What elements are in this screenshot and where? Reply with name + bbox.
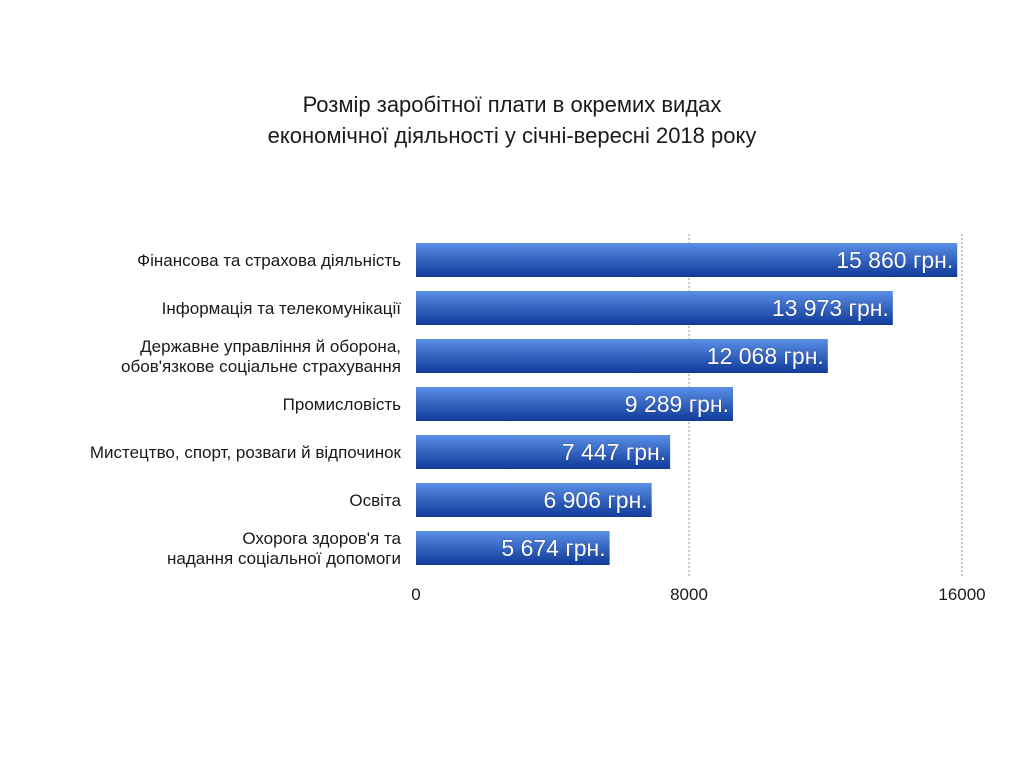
- category-label-2-line-0: Державне управління й оборона,: [140, 337, 401, 356]
- bar-value-label-4: 7 447 грн.: [562, 439, 666, 465]
- bar-3: [416, 387, 733, 421]
- category-label-6-line-0: Охорога здоров'я та: [242, 529, 401, 548]
- bar-4: [416, 435, 671, 469]
- bar-value-label-0: 15 860 грн.: [836, 247, 953, 273]
- bar-1: [416, 291, 893, 325]
- category-label-3: Промисловість: [283, 395, 401, 414]
- category-label-1: Інформація та телекомунікації: [162, 299, 402, 318]
- bar-value-label-3: 9 289 грн.: [625, 391, 729, 417]
- category-label-5: Освіта: [349, 491, 401, 510]
- category-label-2-line-1: обов'язкове соціальне страхування: [121, 357, 401, 376]
- category-labels: Фінансова та страхова діяльність Інформац…: [90, 251, 402, 568]
- bars: 15 860 грн. 13 973 грн. 12 068 грн. 9 289 г…: [416, 243, 958, 565]
- bar-value-label-5: 6 906 грн.: [543, 487, 647, 513]
- x-tick-label-2: 16000: [938, 585, 985, 604]
- category-label-6-line-1: надання соціальної допомоги: [167, 549, 401, 568]
- bar-value-label-2: 12 068 грн.: [707, 343, 824, 369]
- bar-0: [416, 243, 958, 277]
- bar-2: [416, 339, 828, 373]
- x-axis-ticks: 0 8000 16000: [411, 585, 985, 604]
- x-tick-label-0: 0: [411, 585, 420, 604]
- bar-6: [416, 531, 610, 565]
- bar-value-label-6: 5 674 грн.: [501, 535, 605, 561]
- category-label-4: Мистецтво, спорт, розваги й відпочинок: [90, 443, 402, 462]
- chart-title-line-1: Розмір заробітної плати в окремих видах: [302, 92, 722, 117]
- category-label-0: Фінансова та страхова діяльність: [137, 251, 401, 270]
- chart-title: Розмір заробітної плати в окремих видах …: [0, 89, 1024, 151]
- bar-5: [416, 483, 652, 517]
- x-tick-label-1: 8000: [670, 585, 708, 604]
- chart-title-line-2: економічної діяльності у січні-вересні 2…: [267, 123, 757, 148]
- bar-value-label-1: 13 973 грн.: [772, 295, 889, 321]
